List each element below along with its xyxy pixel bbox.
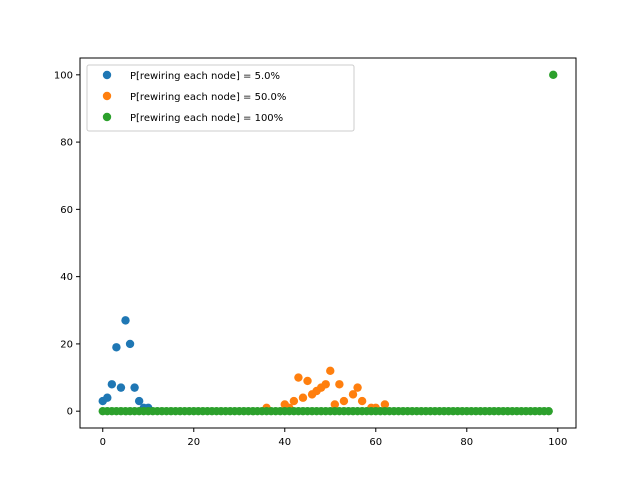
x-tick-label: 0 (100, 437, 106, 448)
legend-label-series-3: P[rewiring each node] = 100% (130, 113, 283, 124)
data-point-series-2 (289, 396, 299, 406)
y-tick-label: 0 (67, 407, 73, 418)
legend-marker-series-3 (102, 112, 112, 122)
legend-label-series-2: P[rewiring each node] = 50.0% (130, 92, 286, 103)
legend: P[rewiring each node] = 5.0% P[rewiring e… (86, 64, 355, 132)
data-point-series-2 (335, 380, 344, 389)
y-tick-label: 80 (60, 138, 73, 149)
data-point-series-2 (326, 366, 335, 376)
data-point-series-2 (353, 383, 362, 392)
x-tick-label: 80 (460, 437, 473, 448)
data-point-series-2 (321, 380, 330, 389)
y-tick-label: 20 (60, 339, 73, 350)
legend-marker-series-2 (102, 91, 112, 101)
data-point-series-2 (339, 396, 349, 406)
x-tick-label: 40 (278, 437, 291, 448)
data-point-series-1 (103, 393, 112, 402)
data-point-series-2 (357, 396, 367, 406)
data-point-series-2 (294, 373, 303, 382)
x-tick-label: 20 (187, 437, 200, 448)
y-tick-label: 100 (54, 70, 73, 81)
data-points (98, 70, 558, 416)
data-point-series-2 (380, 400, 390, 409)
data-point-series-2 (303, 376, 312, 386)
x-tick-label: 100 (548, 437, 567, 448)
data-point-series-2 (348, 390, 358, 399)
y-tick-label: 40 (60, 272, 73, 283)
data-point-series-3 (549, 70, 558, 80)
legend-label-series-1: P[rewiring each node] = 5.0% (130, 71, 280, 82)
data-point-series-3 (544, 406, 553, 416)
data-point-series-1 (125, 339, 135, 349)
data-point-series-1 (112, 343, 121, 352)
data-point-series-1 (121, 316, 130, 325)
data-point-series-2 (298, 393, 308, 402)
data-point-series-1 (116, 383, 126, 392)
x-tick-label: 60 (369, 437, 382, 448)
x-axis: 0 20 40 60 80 100 (100, 428, 567, 448)
data-point-series-1 (107, 380, 117, 389)
legend-marker-series-1 (102, 70, 112, 80)
data-point-series-1 (130, 383, 139, 392)
data-point-series-1 (134, 396, 144, 406)
y-tick-label: 60 (60, 205, 73, 216)
legend-box (86, 64, 355, 132)
y-axis: 0 20 40 60 80 100 (54, 70, 80, 418)
data-point-series-2 (330, 400, 340, 409)
plot-frame (79, 57, 577, 429)
